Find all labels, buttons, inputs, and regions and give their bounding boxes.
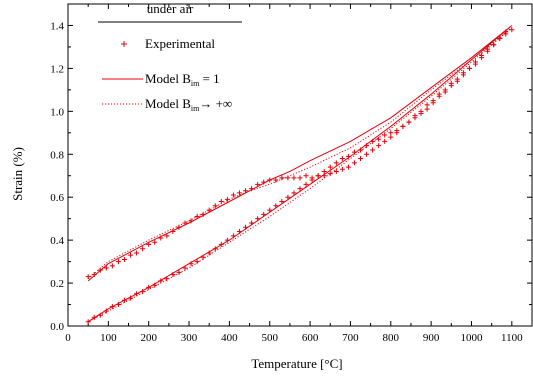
legend: under air Experimental Model Bim = 1 Mod… xyxy=(98,1,242,113)
experimental-point xyxy=(273,177,279,183)
experimental-point xyxy=(279,198,285,204)
experimental-point xyxy=(424,102,430,108)
experimental-point xyxy=(466,65,472,71)
x-tick-label: 800 xyxy=(383,332,400,344)
experimental-point xyxy=(115,259,121,265)
experimental-point xyxy=(454,76,460,82)
experimental-point xyxy=(430,98,436,104)
experimental-point xyxy=(236,190,242,196)
experimental-point xyxy=(351,160,357,166)
experimental-point xyxy=(164,233,170,239)
experimental-point xyxy=(436,91,442,97)
experimental-point xyxy=(194,259,200,265)
experimental-point xyxy=(382,138,388,144)
experimental-point xyxy=(339,166,345,172)
legend-label-model-1: Model Bim = 1 xyxy=(145,71,220,88)
x-axis-label: Temperature [°C] xyxy=(251,356,342,371)
experimental-point xyxy=(400,123,406,129)
legend-label-model-2: Model Bim→ +∞ xyxy=(145,96,232,113)
y-axis-label: Strain (%) xyxy=(10,147,25,201)
experimental-point xyxy=(152,239,158,245)
experimental-point xyxy=(345,164,351,170)
experimental-point xyxy=(376,143,382,149)
experimental-point xyxy=(309,175,315,181)
experimental-point xyxy=(327,171,333,177)
experimental-point xyxy=(321,168,327,174)
series-model-infinity xyxy=(87,27,513,323)
experimental-point xyxy=(297,175,303,181)
x-tick-label: 200 xyxy=(140,332,157,344)
experimental-point xyxy=(412,113,418,119)
x-tick-label: 0 xyxy=(65,332,71,344)
plot-frame xyxy=(67,3,533,327)
experimental-point xyxy=(303,173,309,179)
series-layer xyxy=(85,25,515,325)
axes xyxy=(67,3,533,327)
experimental-point xyxy=(448,80,454,86)
experimental-point xyxy=(303,181,309,187)
experimental-point xyxy=(460,70,466,76)
y-tick-label: 0.0 xyxy=(50,321,64,333)
x-tick-label: 1100 xyxy=(501,332,523,344)
experimental-point xyxy=(364,151,370,157)
x-tick-label: 300 xyxy=(181,332,198,344)
x-tick-label: 700 xyxy=(342,332,359,344)
experimental-point xyxy=(388,130,394,136)
experimental-point xyxy=(388,134,394,140)
ticks: 0 100 200 300 400 500 600 700 800 900 1000 1100 0.0 0… xyxy=(50,4,532,344)
y-tick-label: 0.8 xyxy=(50,149,64,161)
experimental-point xyxy=(212,203,218,209)
experimental-point xyxy=(418,108,424,114)
experimental-point xyxy=(176,269,182,275)
x-tick-label: 600 xyxy=(302,332,319,344)
experimental-point xyxy=(109,263,115,269)
experimental-point xyxy=(291,190,297,196)
experimental-point xyxy=(140,246,146,252)
experimental-point xyxy=(121,256,127,262)
legend-label-experimental: Experimental xyxy=(145,36,215,51)
experimental-point xyxy=(358,156,364,162)
experimental-point xyxy=(279,175,285,181)
experimental-point xyxy=(85,319,91,325)
experimental-point xyxy=(442,87,448,93)
experimental-point xyxy=(473,59,479,65)
y-tick-label: 1.0 xyxy=(50,106,64,118)
experimental-point xyxy=(315,173,321,179)
experimental-point xyxy=(230,192,236,198)
y-tick-label: 0.4 xyxy=(50,235,64,247)
experimental-point xyxy=(406,119,412,125)
experimental-point xyxy=(376,136,382,142)
series-model-1 xyxy=(87,25,513,323)
experimental-point xyxy=(394,130,400,136)
y-tick-label: 1.4 xyxy=(50,20,64,32)
x-tick-label: 1000 xyxy=(460,332,483,344)
experimental-point xyxy=(370,147,376,153)
experimental-point xyxy=(424,106,430,112)
y-tick-label: 1.2 xyxy=(50,63,64,75)
legend-title: under air xyxy=(147,1,194,16)
y-tick-label: 0.6 xyxy=(50,192,64,204)
experimental-point xyxy=(339,156,345,162)
y-tick-label: 0.2 xyxy=(50,278,64,290)
x-tick-label: 900 xyxy=(423,332,440,344)
experimental-point xyxy=(327,164,333,170)
legend-marker-experimental xyxy=(121,41,127,47)
experimental-point xyxy=(333,168,339,174)
experimental-point xyxy=(333,160,339,166)
experimental-point xyxy=(479,53,485,59)
x-tick-label: 400 xyxy=(221,332,238,344)
experimental-point xyxy=(485,46,491,52)
experimental-point xyxy=(103,265,109,271)
experimental-point xyxy=(297,186,303,192)
experimental-point xyxy=(134,250,140,256)
experimental-point xyxy=(291,175,297,181)
experimental-point xyxy=(285,194,291,200)
experimental-point xyxy=(128,252,134,258)
x-tick-label: 500 xyxy=(261,332,278,344)
x-tick-label: 100 xyxy=(100,332,117,344)
